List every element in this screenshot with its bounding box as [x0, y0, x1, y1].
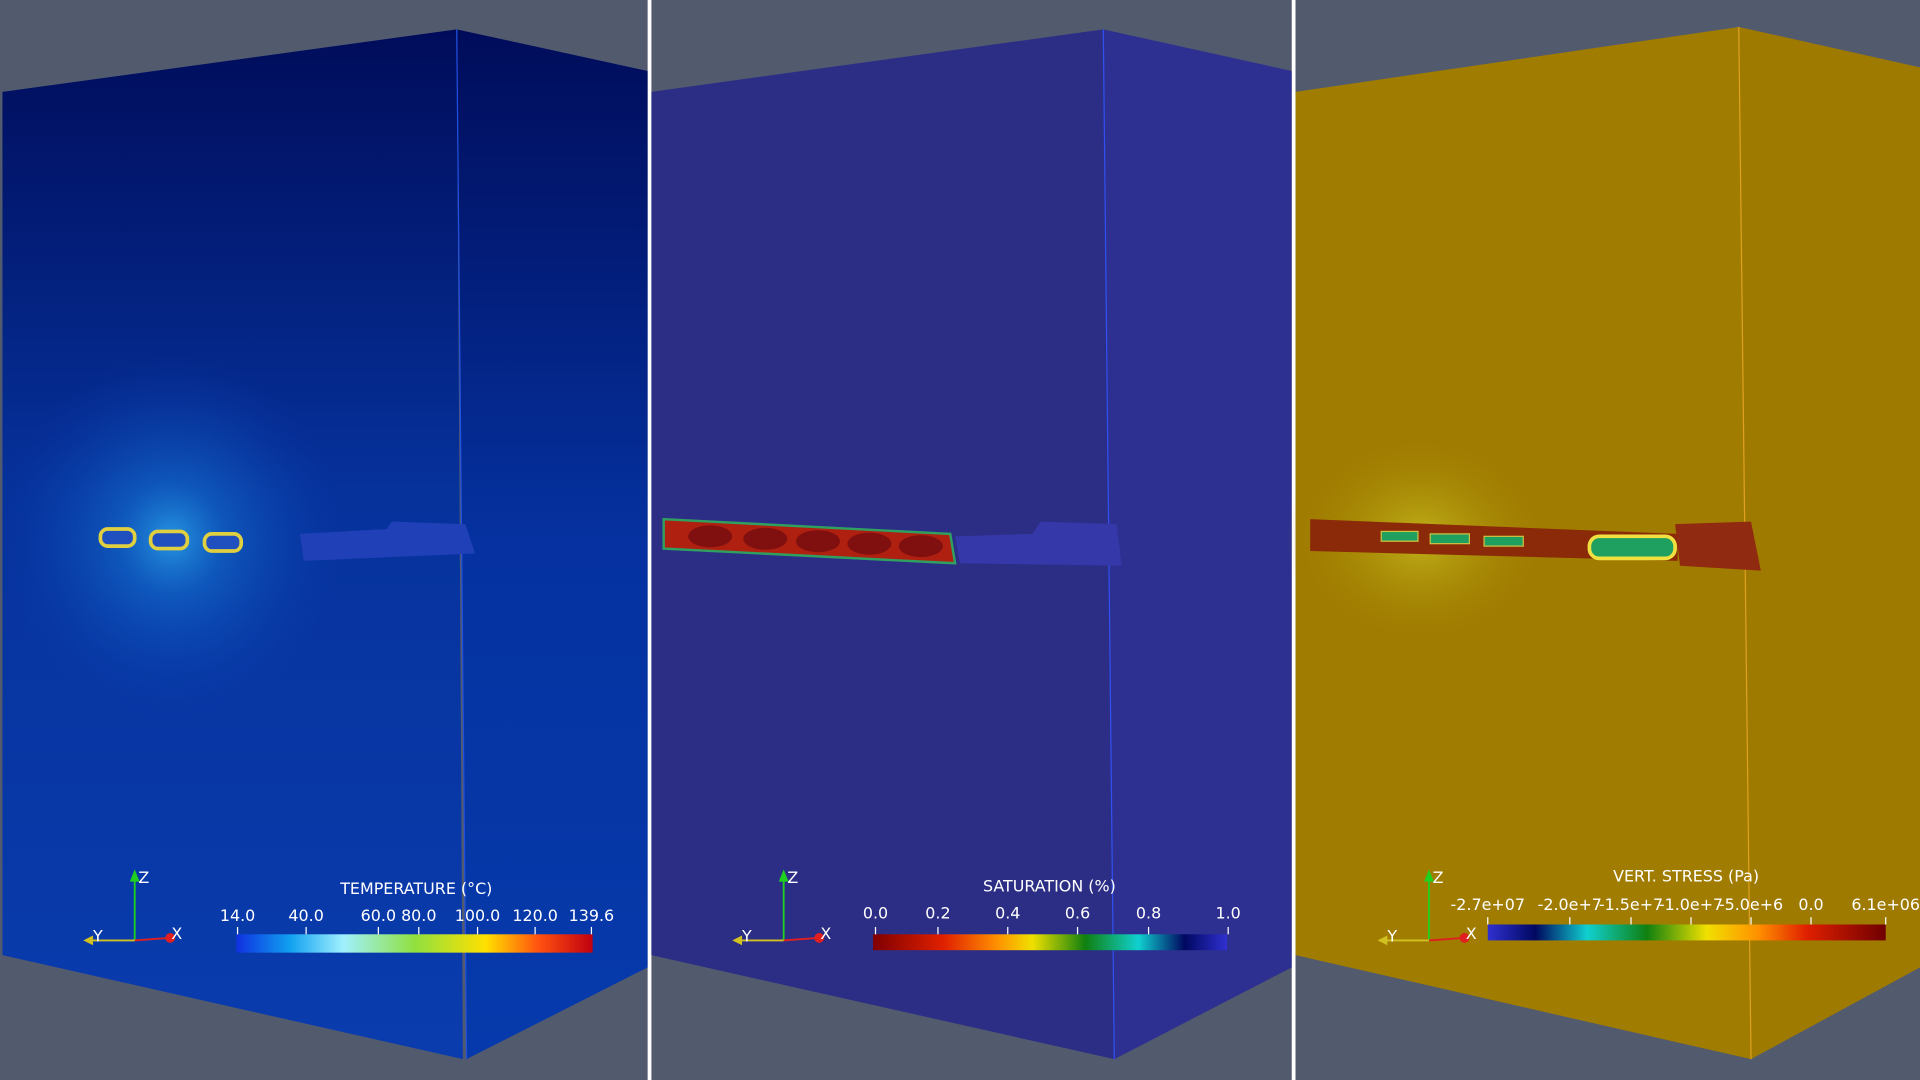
colorbar [1487, 924, 1886, 941]
axis-y-label: Y [1386, 927, 1397, 946]
colorbar-tick-label: 139.6 [569, 906, 615, 925]
axis-z-head [1424, 869, 1434, 882]
colorbar-tick-label: -5.0e+6 [1719, 895, 1783, 914]
axis-z-head [129, 869, 140, 882]
colorbar-tick-label: 6.1e+06 [1851, 895, 1920, 914]
axis-x-head [165, 933, 176, 943]
axis-x [134, 937, 170, 942]
colorbar-tick-label: 60.0 [361, 906, 396, 925]
axis-x-label: X [820, 924, 831, 943]
axis-y-label: Y [741, 927, 752, 946]
axis-z-label: Z [1433, 868, 1444, 887]
colorbar-tick-label: -2.7e+07 [1451, 895, 1525, 914]
colorbar-tick-label: 0.6 [1065, 903, 1090, 922]
axis-x [1428, 937, 1464, 942]
panel-saturation [651, 0, 1292, 1080]
colorbar-tick-label: -1.5e+7 [1599, 895, 1663, 914]
axis-z-label: Z [787, 868, 798, 887]
colorbar [873, 934, 1227, 951]
colorbar-tick-label: 100.0 [455, 906, 501, 925]
axis-x-label: X [171, 924, 182, 943]
axis-x-head [1459, 933, 1470, 943]
axis-y-head [83, 935, 94, 946]
colorbar-tick-label: 0.0 [863, 903, 888, 922]
colorbar-tick-label: -2.0e+7 [1538, 895, 1602, 914]
colorbar-tick-label: 80.0 [401, 906, 436, 925]
colorbar-tick-label: 0.0 [1798, 895, 1823, 914]
colorbar-tick-label: 0.2 [925, 903, 950, 922]
colorbar-tick-label: -1.0e+7 [1659, 895, 1723, 914]
colorbar-tick-label: 1.0 [1216, 903, 1241, 922]
colorbar [236, 934, 593, 953]
colorbar-tick-label: 0.4 [995, 903, 1020, 922]
axis-y-label: Y [92, 927, 103, 946]
overlays: TEMPERATURE (°C) 14.0 40.0 60.0 80.0 100.0 120… [83, 867, 1920, 953]
colorbar-tick-label: 0.8 [1136, 903, 1161, 922]
colorbar-title: SATURATION (%) [983, 876, 1116, 895]
panel-stress [1285, 0, 1920, 1080]
axis-x-label: X [1466, 924, 1477, 943]
colorbar-title: TEMPERATURE (°C) [339, 879, 492, 898]
axis-z-label: Z [138, 868, 149, 887]
axis-x [783, 937, 819, 942]
axis-x-head [814, 933, 825, 943]
panel-temperature [0, 0, 648, 1080]
colorbar-tick-label: 40.0 [288, 906, 323, 925]
colorbar-tick-label: 120.0 [512, 906, 558, 925]
colorbar-title: VERT. STRESS (Pa) [1613, 867, 1759, 886]
axis-y-head [732, 935, 743, 946]
axis-z-head [778, 869, 789, 882]
colorbar-tick-label: 14.0 [220, 906, 255, 925]
axis-y-head [1377, 935, 1388, 946]
